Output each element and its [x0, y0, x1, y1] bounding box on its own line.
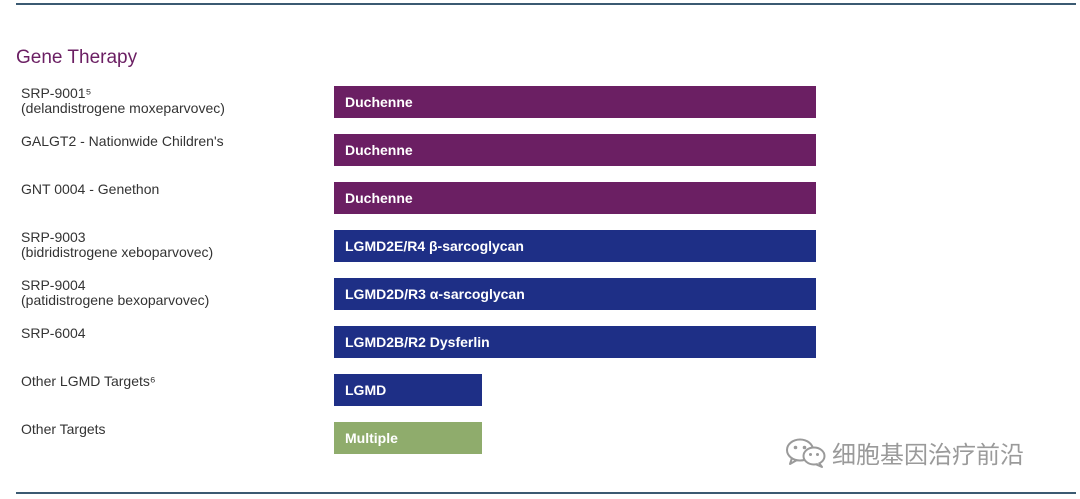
indication-bar: Multiple — [334, 422, 482, 454]
pipeline-row-srp-9001: SRP-9001⁵ (delandistrogene moxeparvovec)… — [0, 86, 1080, 134]
pipeline-row-srp-9003: SRP-9003 (bidridistrogene xeboparvovec) … — [0, 230, 1080, 278]
program-name: Other LGMD Targets⁶ — [21, 373, 156, 389]
pipeline-row-other-targets: Other Targets Multiple — [0, 422, 1080, 470]
program-label: SRP-9004 (patidistrogene bexoparvovec) — [21, 278, 209, 308]
program-name: GNT 0004 - Genethon — [21, 181, 160, 197]
program-label: SRP-9003 (bidridistrogene xeboparvovec) — [21, 230, 213, 260]
program-label: GNT 0004 - Genethon — [21, 182, 159, 197]
program-label: Other LGMD Targets⁶ — [21, 374, 156, 389]
pipeline-row-other-lgmd: Other LGMD Targets⁶ LGMD — [0, 374, 1080, 422]
indication-bar: LGMD2D/R3 α-sarcoglycan — [334, 278, 816, 310]
program-label: GALGT2 - Nationwide Children's — [21, 134, 224, 149]
bottom-divider — [16, 492, 1076, 494]
pipeline-row-galgt2: GALGT2 - Nationwide Children's Duchenne — [0, 134, 1080, 182]
pipeline-row-srp-9004: SRP-9004 (patidistrogene bexoparvovec) L… — [0, 278, 1080, 326]
program-name: SRP-9001⁵ — [21, 85, 92, 101]
watermark-text: 细胞基因治疗前沿 — [832, 440, 1024, 469]
top-divider — [16, 3, 1076, 5]
program-name: GALGT2 - Nationwide Children's — [21, 133, 224, 149]
program-name: SRP-9003 — [21, 229, 86, 245]
program-label: SRP-9001⁵ (delandistrogene moxeparvovec) — [21, 86, 225, 116]
program-generic-name: (bidridistrogene xeboparvovec) — [21, 244, 214, 260]
indication-bar: LGMD2B/R2 Dysferlin — [334, 326, 816, 358]
indication-bar: Duchenne — [334, 134, 816, 166]
program-generic-name: (patidistrogene bexoparvovec) — [21, 292, 210, 308]
program-name: SRP-6004 — [21, 325, 86, 341]
program-name: Other Targets — [21, 421, 106, 437]
watermark: 细胞基因治疗前沿 — [784, 436, 1024, 469]
indication-bar: LGMD — [334, 374, 482, 406]
program-label: SRP-6004 — [21, 326, 86, 341]
pipeline-row-srp-6004: SRP-6004 LGMD2B/R2 Dysferlin — [0, 326, 1080, 374]
program-generic-name: (delandistrogene moxeparvovec) — [21, 100, 225, 116]
wechat-icon — [786, 438, 826, 468]
section-title: Gene Therapy — [16, 47, 138, 68]
program-name: SRP-9004 — [21, 277, 86, 293]
pipeline-row-gnt-0004: GNT 0004 - Genethon Duchenne — [0, 182, 1080, 230]
indication-bar: Duchenne — [334, 86, 816, 118]
program-label: Other Targets — [21, 422, 106, 437]
indication-bar: Duchenne — [334, 182, 816, 214]
indication-bar: LGMD2E/R4 β-sarcoglycan — [334, 230, 816, 262]
